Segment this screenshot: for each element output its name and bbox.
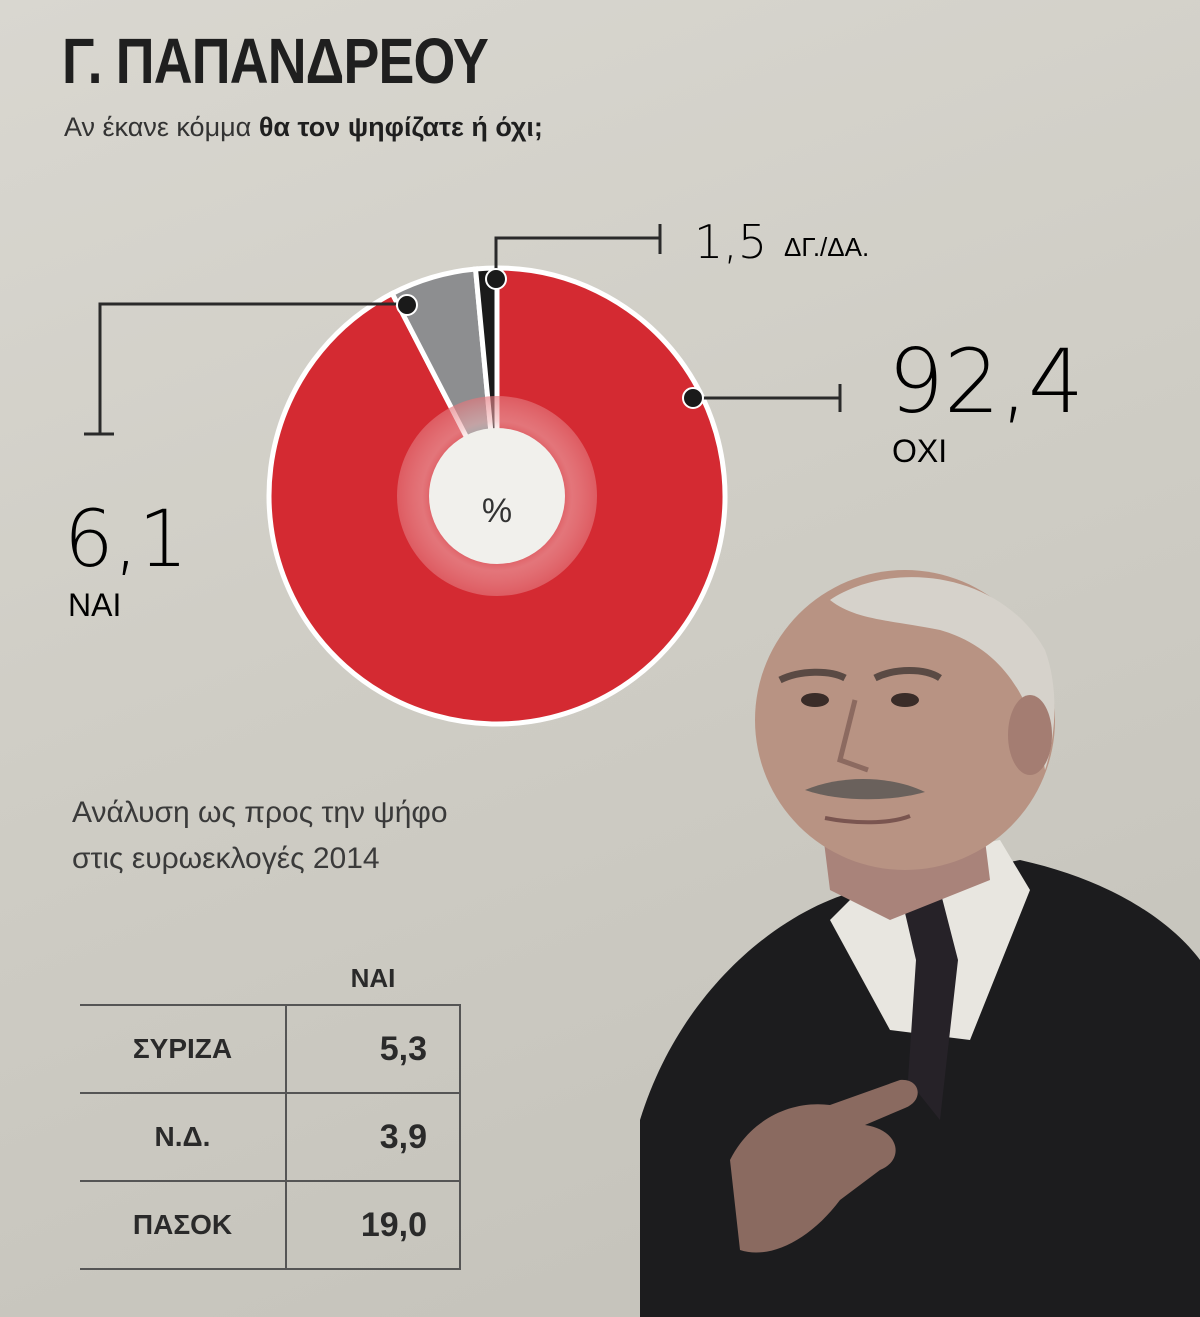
no-value: 92,4 <box>888 330 1084 433</box>
callout-dkna-dot <box>485 268 507 290</box>
breakdown-heading-line2: στις ευρωεκλογές 2014 <box>72 842 380 875</box>
eyebrow-right <box>873 667 942 682</box>
column-header-yes: ΝΑΙ <box>350 962 396 993</box>
hair <box>830 577 1055 770</box>
callout-yes <box>84 302 405 436</box>
callout-dkna <box>494 224 662 278</box>
ear <box>1008 695 1052 775</box>
chart-subtitle: Αν έκανε κόμμα θα τον ψηφίζατε ή όχι; <box>64 112 543 143</box>
row-party: Ν.Δ. <box>80 1092 287 1181</box>
yes-value: 6,1 <box>64 495 188 585</box>
callout-no-dot <box>682 387 704 409</box>
center-percent-label: % <box>482 492 512 530</box>
dkna-value: 1,5 <box>694 215 767 269</box>
row-party: ΣΥΡΙΖΑ <box>80 1004 287 1093</box>
eye-right <box>891 693 919 707</box>
tie <box>902 890 958 1120</box>
callout-yes-dot <box>396 294 418 316</box>
row-value: 5,3 <box>286 1004 461 1093</box>
eyebrow-left <box>778 668 847 684</box>
yes-label: ΝΑΙ <box>68 587 121 623</box>
subtitle-regular: Αν έκανε κόμμα <box>64 112 252 142</box>
eye-left <box>801 693 829 707</box>
mouth <box>824 814 911 825</box>
subtitle-bold: θα τον ψηφίζατε ή όχι; <box>258 112 543 142</box>
table-row: Ν.Δ. 3,9 <box>80 1092 461 1181</box>
breakdown-table: ΝΑΙ ΣΥΡΙΖΑ 5,3 Ν.Δ. 3,9 ΠΑΣΟΚ 19,0 <box>80 952 461 1270</box>
breakdown-heading: Ανάλυση ως προς την ψήφο στις ευρωεκλογέ… <box>72 790 448 882</box>
nose <box>837 699 869 773</box>
no-label: ΟΧΙ <box>892 433 947 469</box>
row-value: 3,9 <box>286 1092 461 1181</box>
table-header-row: ΝΑΙ <box>80 952 460 1005</box>
row-value: 19,0 <box>286 1180 461 1270</box>
table-row: ΣΥΡΙΖΑ 5,3 <box>80 1004 461 1093</box>
center-hole <box>429 428 565 564</box>
dkna-label: ΔΓ./ΔΑ. <box>784 232 869 262</box>
row-party: ΠΑΣΟΚ <box>80 1180 287 1270</box>
callout-no <box>694 384 842 412</box>
portrait-photo <box>640 570 1200 1317</box>
mustache <box>805 778 925 800</box>
hand <box>730 1079 918 1253</box>
breakdown-heading-line1: Ανάλυση ως προς την ψήφο <box>72 796 448 829</box>
page-title: Γ. ΠΑΠΑΝΔΡΕΟΥ <box>62 25 489 97</box>
table-row: ΠΑΣΟΚ 19,0 <box>80 1180 461 1270</box>
